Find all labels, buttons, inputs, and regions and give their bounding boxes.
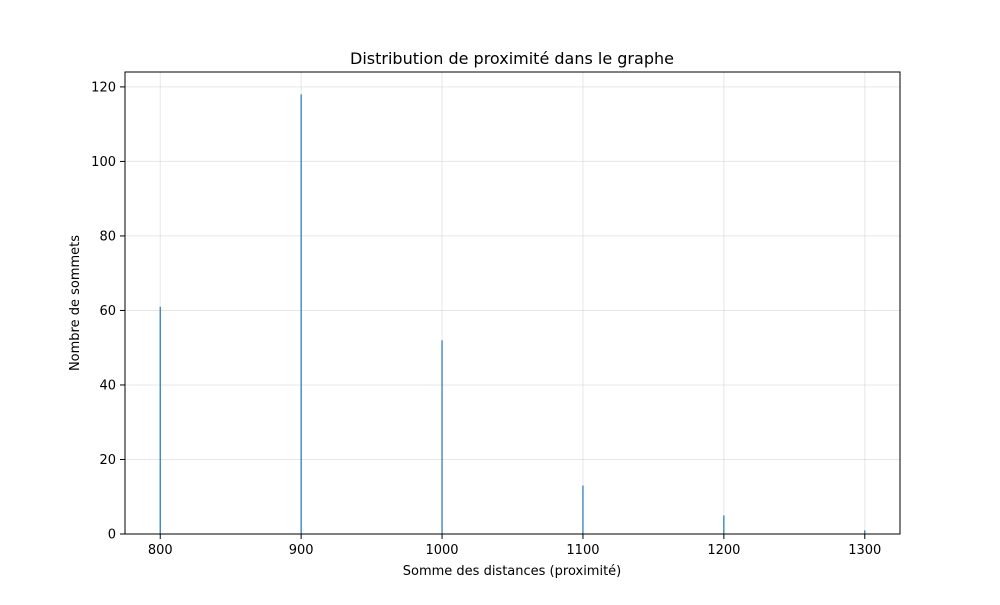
y-tick-label: 40 [99,378,116,393]
y-tick-label: 100 [91,155,116,170]
x-tick-label: 1000 [425,543,458,558]
bar-layer [159,94,866,535]
x-tick-label: 1200 [707,543,740,558]
y-tick-label: 20 [99,453,116,468]
grid-layer [125,72,900,535]
y-axis-label: Nombre de sommets [68,235,83,371]
x-tick-label: 800 [148,543,173,558]
bar [159,306,161,534]
x-tick-label: 1300 [848,543,881,558]
y-tick-label: 80 [99,229,116,244]
y-tick-label: 120 [91,80,116,95]
x-tick-label: 900 [289,543,314,558]
x-axis-label: Somme des distances (proximité) [403,564,622,579]
bar [723,515,725,534]
y-tick-label: 0 [108,528,116,543]
bar [441,340,443,534]
bar [582,485,584,534]
tick-layer: 800 900 1000 1100 1200 1300 0 20 40 60 80 100 120 [91,80,881,558]
x-tick-label: 1100 [566,543,599,558]
bar [864,530,866,534]
y-tick-label: 60 [99,304,116,319]
chart-title: Distribution de proximité dans le graphe [350,49,674,68]
plot-area-frame [124,71,901,535]
bar [300,94,302,535]
